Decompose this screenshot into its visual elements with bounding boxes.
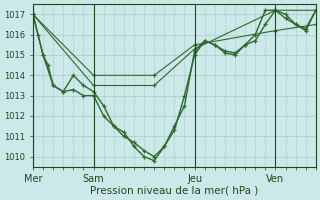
X-axis label: Pression niveau de la mer( hPa ): Pression niveau de la mer( hPa ) — [90, 186, 259, 196]
